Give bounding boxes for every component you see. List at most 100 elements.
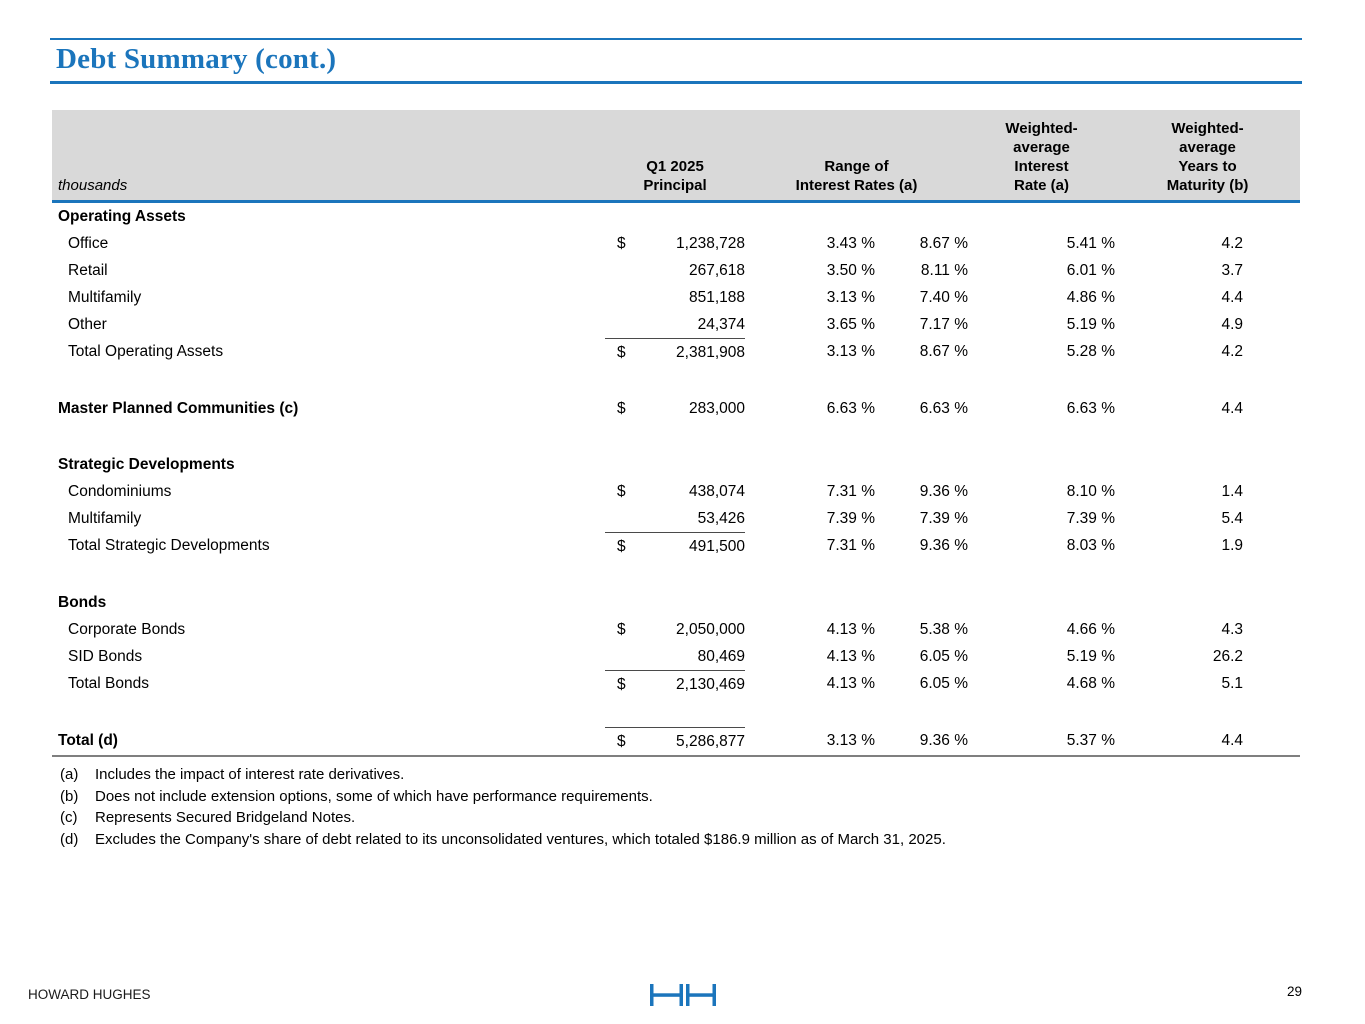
footnote-a: (a) Includes the impact of interest rate… (60, 764, 1300, 786)
footnote-text: Does not include extension options, some… (95, 787, 653, 805)
cell-rate_max: 9.36 % (875, 727, 969, 757)
cell-label: Office (68, 234, 109, 252)
cell-label: Condominiums (68, 482, 172, 500)
spacer-cell (52, 560, 1300, 589)
table-row-total-operating-assets: Total Operating Assets $2,381,908 3.13 % 8.… (52, 339, 1300, 367)
cell-wa_rate (968, 589, 1115, 616)
cell-principal: 1,238,728 (676, 234, 746, 252)
page-title: Debt Summary (cont.) (56, 43, 337, 75)
cell-years: 4.2 (1221, 234, 1244, 252)
spacer-cell (52, 698, 1300, 728)
cell-years: 4.9 (1221, 315, 1244, 333)
column-header-wa-years: Weighted- average Years to Maturity (b) (1115, 110, 1301, 203)
cell-wa_rate: 5.41 % (1066, 234, 1116, 252)
cell-rate_max: 5.38 % (919, 620, 969, 638)
cell-rate_min: 4.13 % (826, 675, 876, 693)
cell-pad (1243, 616, 1300, 643)
cell-label: Corporate Bonds (68, 620, 186, 638)
cell-years (1115, 451, 1243, 478)
cell-years (1115, 202, 1243, 231)
cell-label: Multifamily (68, 509, 142, 527)
cell-rate_min: 7.31 % (826, 482, 876, 500)
table-row-multifamily: Multifamily 851,188 3.13 % 7.40 % 4.86 % 4.4 (52, 284, 1300, 311)
cell-years: 4.4 (1221, 288, 1244, 306)
cell-rate_max: 7.40 % (919, 288, 969, 306)
cell-rate_min: 7.31 % (826, 537, 876, 555)
cell-pad (1243, 589, 1300, 616)
cell-dollar (605, 505, 633, 533)
cell-principal: 851,188 (688, 288, 746, 306)
cell-principal: 491,500 (688, 537, 746, 555)
table-row-bonds: Bonds (52, 589, 1300, 616)
cell-years: 4.4 (1221, 399, 1244, 417)
cell-dollar: $ (617, 675, 626, 693)
cell-rate_min: 4.13 % (826, 620, 876, 638)
table-row-office: Office $1,238,728 3.43 % 8.67 % 5.41 % 4.2 (52, 230, 1300, 257)
cell-label: Strategic Developments (58, 455, 235, 473)
cell-rate_max: 6.63 % (919, 399, 969, 417)
cell-rate_min: 3.13 % (745, 727, 876, 757)
cell-rate_min: 3.65 % (826, 315, 876, 333)
cell-label: Total Strategic Developments (68, 537, 270, 555)
cell-principal: 438,074 (688, 482, 746, 500)
cell-dollar: $ (617, 482, 626, 500)
spacer-cell (52, 422, 1300, 451)
cell-principal (633, 202, 745, 231)
cell-label: Bonds (58, 593, 107, 611)
cell-label: Total (d) (52, 727, 605, 757)
table-row-retail: Retail 267,618 3.50 % 8.11 % 6.01 % 3.7 (52, 257, 1300, 284)
cell-principal: 2,130,469 (676, 675, 746, 693)
page-number: 29 (1286, 984, 1302, 999)
cell-principal: 53,426 (633, 505, 746, 533)
cell-label: Operating Assets (58, 207, 186, 225)
table-row-corporate-bonds: Corporate Bonds $2,050,000 4.13 % 5.38 % 4.6… (52, 616, 1300, 643)
cell-dollar (605, 311, 633, 339)
cell-years: 3.7 (1221, 261, 1244, 279)
cell-principal: 24,374 (633, 311, 746, 339)
cell-years: 26.2 (1212, 647, 1244, 665)
footnote-marker: (b) (60, 787, 79, 805)
cell-pad (1243, 339, 1300, 367)
cell-label: Retail (68, 261, 108, 279)
title-block: Debt Summary (cont.) (50, 38, 1302, 84)
debt-summary-table: thousands Q1 2025 Principal Range of Int… (52, 110, 1301, 757)
cell-pad (1243, 533, 1300, 561)
cell-label: SID Bonds (68, 647, 143, 665)
cell-dollar: $ (617, 234, 626, 252)
cell-rate_max: 7.39 % (919, 509, 969, 527)
cell-wa_rate: 7.39 % (1066, 509, 1116, 527)
footnote-b: (b) Does not include extension options, … (60, 786, 1300, 808)
cell-dollar (605, 451, 633, 478)
cell-pad (1243, 311, 1300, 339)
cell-dollar (605, 257, 633, 284)
table-row-total-d: Total (d) $5,286,877 3.13 % 9.36 % 5.37 % 4.4 (52, 727, 1301, 757)
cell-pad (1243, 202, 1300, 231)
column-header-wa-rate: Weighted- average Interest Rate (a) (968, 110, 1116, 203)
title-rule-bottom (50, 81, 1302, 84)
cell-rate_max: 9.36 % (919, 537, 969, 555)
cell-rate_min: 7.39 % (826, 509, 876, 527)
cell-years: 4.4 (1115, 727, 1244, 757)
spacer-cell (52, 366, 1300, 395)
footnote-d: (d) Excludes the Company's share of debt… (60, 829, 1300, 851)
cell-dollar: $ (605, 727, 633, 757)
cell-principal: 283,000 (688, 399, 746, 417)
footnote-marker: (a) (60, 766, 79, 783)
table-row-total-strategic-developments: Total Strategic Developments $491,500 7.31… (52, 533, 1300, 561)
cell-rate_min: 4.13 % (826, 647, 876, 665)
cell-rate_min (745, 451, 875, 478)
table-row-master-planned-communities-c: Master Planned Communities (c) $283,000 6.… (52, 395, 1300, 422)
cell-pad (1243, 284, 1300, 311)
footnote-text: Represents Secured Bridgeland Notes. (95, 809, 356, 826)
cell-dollar: $ (617, 537, 626, 555)
cell-principal: 267,618 (688, 261, 746, 279)
cell-wa_rate: 4.68 % (1066, 675, 1116, 693)
cell-wa_rate: 5.19 % (1066, 315, 1116, 333)
debt-table-body: Operating Assets Office $1,238,728 3.43 % 8.… (52, 202, 1301, 757)
cell-rate_max (875, 202, 968, 231)
column-header-principal: Q1 2025 Principal (605, 110, 746, 203)
cell-years (1115, 589, 1243, 616)
cell-rate_max: 6.05 % (919, 675, 969, 693)
cell-dollar (605, 202, 633, 231)
units-label: thousands (52, 110, 605, 203)
